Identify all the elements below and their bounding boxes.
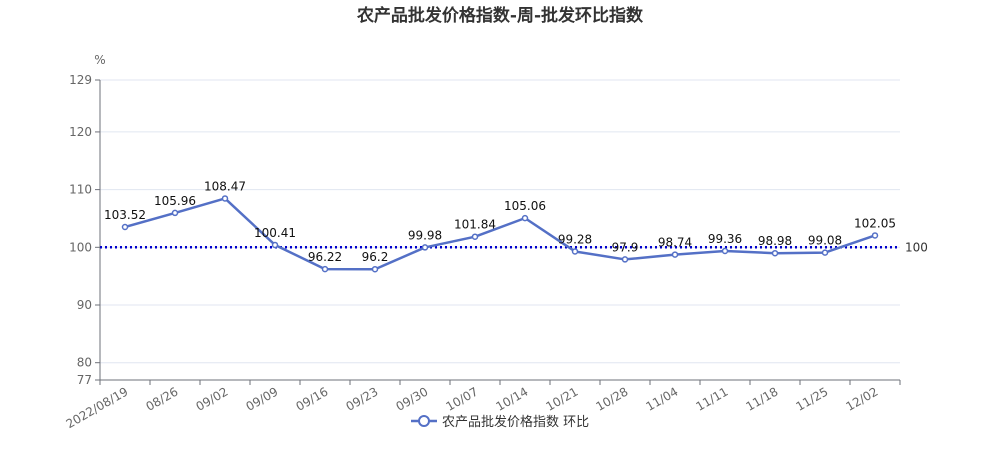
data-label: 99.36 <box>708 232 742 246</box>
data-point[interactable] <box>421 244 429 251</box>
data-point[interactable] <box>521 214 529 222</box>
data-label: 98.74 <box>658 236 692 250</box>
data-label: 108.47 <box>204 179 246 193</box>
x-tick-label: 10/28 <box>594 384 631 413</box>
y-tick-label: 120 <box>69 125 92 139</box>
data-label: 99.98 <box>408 228 442 242</box>
data-point[interactable] <box>771 249 779 257</box>
data-point[interactable] <box>171 209 179 217</box>
data-point[interactable] <box>671 251 679 258</box>
data-point[interactable] <box>321 265 329 273</box>
data-point[interactable] <box>821 249 829 256</box>
data-label: 105.06 <box>504 199 546 213</box>
y-tick-label: 90 <box>77 298 92 312</box>
data-label: 97.9 <box>612 240 639 254</box>
y-axis-unit: % <box>94 53 105 67</box>
data-point[interactable] <box>271 241 279 249</box>
legend-label: 农产品批发价格指数 环比 <box>442 414 589 430</box>
series-line <box>124 197 876 271</box>
data-labels: 103.52 105.96 108.47 100.41 96.22 96.2 99.98 10… <box>104 179 896 264</box>
x-tick-label: 12/02 <box>844 384 881 413</box>
y-tick-label: 129 <box>69 73 92 87</box>
data-label: 98.98 <box>758 234 792 248</box>
data-label: 99.28 <box>558 232 592 246</box>
data-point[interactable] <box>471 233 479 240</box>
x-tick-label: 10/21 <box>544 384 581 413</box>
legend[interactable]: 农产品批发价格指数 环比 <box>411 414 589 430</box>
data-label: 100.41 <box>254 226 296 240</box>
series-group <box>121 195 879 273</box>
grid-lines <box>100 79 900 364</box>
x-tick-label: 08/26 <box>144 384 181 413</box>
y-tick-label: 110 <box>69 183 92 197</box>
chart-title: 农产品批发价格指数-周-批发环比指数 <box>356 5 644 26</box>
x-tick-label: 11/11 <box>694 384 731 413</box>
data-point[interactable] <box>121 223 129 231</box>
reference-line-label: 100 <box>905 240 928 254</box>
data-point[interactable] <box>721 247 729 255</box>
x-tick-label: 2022/08/19 <box>64 384 131 431</box>
data-point[interactable] <box>221 195 229 202</box>
reference-line-group: 100 <box>100 240 928 254</box>
y-tick-label: 77 <box>77 373 92 387</box>
x-tick-label: 09/16 <box>294 384 331 413</box>
x-tick-label: 09/23 <box>344 384 381 413</box>
x-tick-label: 11/25 <box>794 384 831 413</box>
data-label: 103.52 <box>104 208 146 222</box>
legend-marker-icon <box>418 415 430 427</box>
x-tick-label: 09/30 <box>394 384 431 413</box>
data-point[interactable] <box>621 256 629 263</box>
data-point[interactable] <box>871 232 879 239</box>
x-tick-label: 09/02 <box>194 384 231 413</box>
x-tick-label: 09/09 <box>244 384 281 413</box>
x-tick-label: 11/04 <box>644 384 681 413</box>
data-point[interactable] <box>371 265 379 273</box>
y-tick-label: 100 <box>69 240 92 254</box>
data-label: 101.84 <box>454 218 496 232</box>
data-label: 105.96 <box>154 194 196 208</box>
data-label: 102.05 <box>854 216 896 230</box>
x-tick-label: 11/18 <box>744 384 781 413</box>
data-label: 96.22 <box>308 250 342 264</box>
x-tick-label: 10/14 <box>494 384 531 413</box>
data-label: 96.2 <box>362 250 389 264</box>
y-tick-label: 80 <box>77 356 92 370</box>
x-tick-label: 10/07 <box>444 384 481 413</box>
data-label: 99.08 <box>808 234 842 248</box>
data-point[interactable] <box>571 248 579 255</box>
